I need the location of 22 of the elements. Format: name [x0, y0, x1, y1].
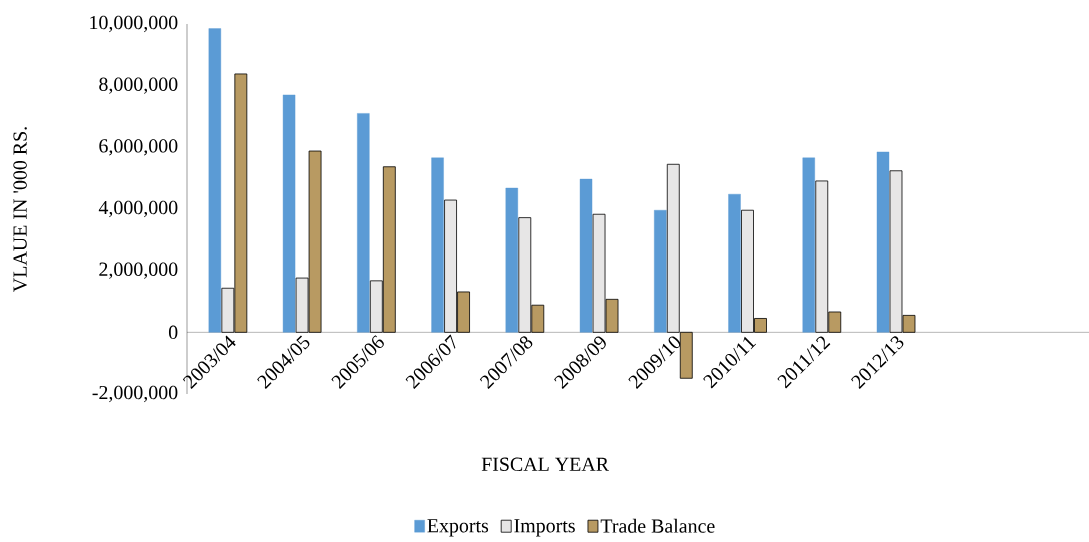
bar	[579, 178, 593, 333]
y-tick-label: 0	[168, 325, 178, 340]
y-axis-title: VLAUE IN '000 RS.	[13, 127, 27, 292]
x-axis-title: FISCAL YEAR	[481, 457, 609, 471]
bar	[654, 210, 667, 333]
bar	[282, 94, 296, 333]
y-tick-label: 8,000,000	[99, 77, 178, 94]
y-tick-label: -2,000,000	[92, 385, 178, 403]
bar	[208, 28, 222, 333]
legend-label: Trade Balance	[600, 518, 715, 533]
legend-label: Imports	[514, 519, 575, 537]
bar	[876, 151, 890, 333]
bar	[431, 157, 444, 333]
y-tick-label: 2,000,000	[99, 262, 178, 279]
y-tick-label: 4,000,000	[98, 200, 178, 218]
y-tick-label: 10,000,000	[90, 15, 178, 33]
bar	[802, 157, 815, 333]
y-tick-label: 6,000,000	[99, 139, 178, 156]
bar	[728, 194, 741, 333]
legend-label: Exports	[427, 519, 489, 537]
bar	[357, 113, 370, 333]
bar	[505, 187, 518, 333]
